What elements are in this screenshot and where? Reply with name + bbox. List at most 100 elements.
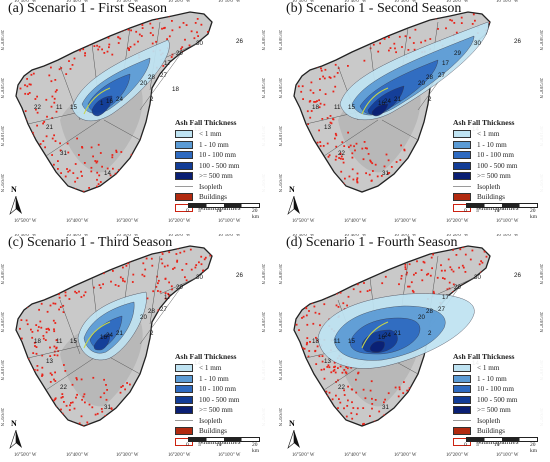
- longitude-label: 16°40'0" W: [66, 219, 89, 224]
- building-mark: [351, 417, 354, 420]
- building-mark: [206, 64, 208, 67]
- building-mark: [334, 365, 336, 368]
- municipality-number: 29: [176, 50, 183, 57]
- building-mark: [365, 254, 368, 257]
- building-mark: [106, 50, 109, 53]
- building-mark: [152, 34, 154, 37]
- building-mark: [333, 368, 336, 371]
- building-mark: [74, 163, 77, 165]
- legend-row: 1 - 10 mm: [453, 374, 545, 385]
- building-mark: [16, 316, 18, 319]
- building-mark: [31, 62, 34, 64]
- building-mark: [327, 364, 330, 367]
- building-mark: [347, 23, 349, 26]
- municipality-boundary: [159, 277, 197, 295]
- building-mark: [489, 342, 490, 345]
- scale-label: 0: [186, 442, 189, 448]
- legend-row: < 1 mm: [175, 363, 267, 374]
- building-mark: [157, 144, 160, 147]
- building-mark: [435, 184, 438, 186]
- longitude-label: 16°30'0" W: [116, 234, 139, 238]
- building-mark: [25, 60, 27, 63]
- building-mark: [151, 26, 154, 29]
- building-mark: [362, 274, 365, 277]
- building-mark: [454, 338, 456, 341]
- building-mark: [75, 396, 77, 399]
- building-mark: [36, 124, 38, 127]
- building-mark: [319, 257, 322, 259]
- building-mark: [327, 38, 330, 41]
- building-mark: [30, 147, 33, 150]
- building-mark: [388, 426, 390, 428]
- building-mark: [179, 78, 182, 81]
- building-mark: [295, 182, 297, 185]
- building-mark: [299, 261, 302, 264]
- municipality-number: 16: [106, 98, 113, 105]
- building-mark: [407, 183, 409, 186]
- municipality-number: 24: [384, 332, 391, 339]
- building-mark: [383, 401, 385, 404]
- building-mark: [382, 37, 385, 39]
- building-mark: [145, 396, 148, 398]
- legend-label: < 1 mm: [199, 130, 222, 139]
- building-mark: [25, 423, 28, 426]
- building-mark: [454, 73, 456, 76]
- building-mark: [178, 113, 181, 116]
- municipality-number: 2: [150, 330, 154, 337]
- building-mark: [163, 265, 166, 268]
- buildings-swatch: [453, 427, 471, 436]
- building-mark: [397, 406, 400, 409]
- building-mark: [26, 78, 28, 80]
- building-mark: [137, 185, 140, 188]
- longitude-label: 16°50'0" W: [292, 234, 315, 238]
- building-mark: [51, 424, 53, 426]
- building-mark: [187, 101, 190, 104]
- building-mark: [170, 285, 173, 288]
- building-mark: [389, 413, 392, 416]
- building-mark: [169, 112, 171, 114]
- building-mark: [306, 142, 308, 145]
- building-mark: [25, 136, 28, 138]
- building-mark: [318, 312, 321, 315]
- building-mark: [59, 306, 62, 308]
- building-mark: [71, 189, 73, 192]
- building-mark: [65, 253, 67, 256]
- building-mark: [368, 173, 371, 176]
- building-mark: [177, 80, 179, 82]
- building-mark: [308, 157, 310, 160]
- building-mark: [480, 260, 482, 263]
- building-mark: [45, 173, 48, 176]
- building-mark: [320, 368, 323, 371]
- building-mark: [163, 27, 165, 30]
- building-mark: [306, 182, 309, 185]
- building-mark: [100, 269, 103, 271]
- building-mark: [419, 138, 421, 140]
- building-mark: [30, 73, 33, 76]
- latitude-label: 28°30'0" N: [278, 30, 283, 51]
- building-mark: [27, 93, 29, 95]
- building-mark: [183, 250, 186, 253]
- building-mark: [104, 424, 106, 426]
- building-mark: [311, 35, 314, 37]
- building-mark: [310, 166, 313, 169]
- building-mark: [330, 286, 333, 289]
- longitude-label: 16°40'0" W: [66, 453, 89, 458]
- building-mark: [53, 101, 56, 104]
- building-mark: [446, 351, 449, 353]
- building-mark: [31, 265, 34, 267]
- isopleth-line: [83, 87, 111, 115]
- building-mark: [122, 385, 124, 387]
- building-mark: [305, 314, 308, 317]
- building-mark: [356, 426, 358, 428]
- legend-row: Isopleth: [453, 182, 545, 193]
- building-mark: [54, 397, 57, 400]
- building-mark: [55, 346, 58, 349]
- legend-label: 1 - 10 mm: [199, 140, 229, 149]
- building-mark: [326, 278, 329, 281]
- building-mark: [66, 168, 68, 170]
- building-mark: [60, 267, 62, 269]
- building-mark: [351, 388, 354, 391]
- scale-label: 10: [494, 208, 500, 214]
- building-mark: [326, 366, 329, 368]
- building-mark: [414, 149, 417, 152]
